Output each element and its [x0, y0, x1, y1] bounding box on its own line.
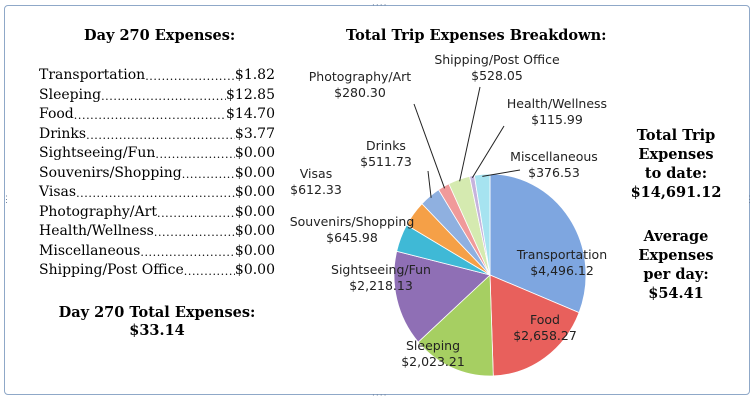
expense-row-label: Souvenirs/Shopping: [39, 164, 182, 181]
expense-row-value: $0.00: [234, 262, 275, 278]
slice-label-value: $2,658.27: [513, 328, 577, 343]
resize-handle-top[interactable]: ····: [372, 1, 388, 11]
daily-expenses-title: Day 270 Expenses:: [84, 27, 236, 44]
slice-label-value: $528.05: [471, 68, 523, 83]
daily-total-value: $33.14: [129, 322, 185, 339]
trip-total-value: $14,691.12: [630, 184, 722, 201]
slice-label-name: Shipping/Post Office: [434, 52, 560, 67]
resize-handle-bottom[interactable]: ····: [372, 391, 388, 401]
expense-row-value: $0.00: [234, 242, 275, 259]
expense-row-label: Sleeping: [39, 86, 102, 103]
slice-label-value: $645.98: [326, 230, 378, 245]
leader-line: [413, 103, 446, 189]
expense-row-label: Transportation: [39, 67, 146, 83]
slice-label-name: Souvenirs/Shopping: [290, 214, 415, 229]
leader-line: [482, 169, 521, 177]
average-label-2: Expenses: [638, 247, 714, 264]
expense-row-value: $14.70: [226, 106, 275, 122]
slice-label-name: Food: [530, 312, 560, 327]
leader-line: [427, 170, 432, 198]
expense-row-label: Sightseeing/Fun: [39, 145, 156, 161]
expense-row-label: Visas: [39, 184, 77, 200]
expense-row-value: $0.00: [234, 145, 275, 161]
expense-row: Drinks $3.77: [39, 124, 275, 142]
expense-row-value: $12.85: [226, 86, 275, 103]
leader-line: [471, 125, 505, 179]
expense-row: Shipping/Post Office $0.00: [39, 260, 275, 278]
leader-line: [459, 86, 481, 182]
expense-row: Sleeping $12.85: [39, 85, 275, 103]
slice-label-name: Photography/Art: [309, 69, 412, 84]
expense-row-label: Shipping/Post Office: [39, 262, 184, 278]
pie-slice-food: [489, 274, 580, 377]
expense-row: Visas $0.00: [39, 182, 275, 200]
slice-label-value: $280.30: [334, 85, 386, 100]
expense-row-value: $1.82: [234, 67, 275, 83]
pie-slice-transportation: [489, 173, 587, 314]
pie-slice-sleeping: [417, 274, 494, 377]
expense-row-value: $0.00: [234, 184, 275, 200]
expense-row-value: $0.00: [234, 223, 275, 239]
slice-label-name: Visas: [300, 166, 332, 181]
expense-row-label: Photography/Art: [39, 203, 157, 220]
slice-label-name: Health/Wellness: [507, 96, 607, 111]
pie-slice-sightseeing-fun: [393, 250, 491, 343]
average-value: $54.41: [648, 285, 704, 302]
trip-total-label-2: Expenses: [638, 146, 714, 163]
resize-handle-left[interactable]: ⋮: [2, 195, 12, 205]
expense-row: Souvenirs/Shopping $0.00: [39, 163, 275, 181]
chart-frame: [4, 5, 750, 395]
expense-row-value: $3.77: [234, 125, 275, 142]
expense-row: Health/Wellness $0.00: [39, 221, 275, 239]
slice-label-value: $115.99: [531, 112, 583, 127]
slice-label-value: $612.33: [290, 182, 342, 197]
trip-total-label-1: Total Trip: [636, 127, 716, 144]
slice-label-value: $511.73: [360, 154, 412, 169]
daily-total-label: Day 270 Total Expenses:: [58, 304, 256, 321]
expense-row-value: $0.00: [234, 203, 275, 220]
slice-label-name: Miscellaneous: [510, 149, 598, 164]
slice-label-name: Drinks: [366, 138, 406, 153]
trip-total-label-3: to date:: [644, 165, 708, 182]
expense-row: Miscellaneous $0.00: [39, 241, 275, 259]
average-label-1: Average: [643, 228, 709, 245]
slice-label-name: Sleeping: [406, 338, 460, 353]
slice-label-value: $4,496.12: [530, 263, 594, 278]
average-label-3: per day:: [643, 266, 709, 283]
slice-label-value: $2,218.13: [349, 278, 413, 293]
expense-row: Transportation $1.82: [39, 65, 275, 83]
expense-row: Sightseeing/Fun $0.00: [39, 143, 275, 161]
expense-row-label: Health/Wellness: [39, 223, 154, 239]
slice-label-name: Sightseeing/Fun: [331, 262, 431, 277]
slice-label-value: $376.53: [528, 165, 580, 180]
expense-row-value: $0.00: [234, 164, 275, 181]
expense-row-label: Food: [39, 106, 74, 122]
expense-row: Photography/Art $0.00: [39, 202, 275, 220]
expense-row: Food $14.70: [39, 104, 275, 122]
resize-handle-right[interactable]: ⋮: [745, 195, 755, 205]
expense-row-label: Drinks: [39, 125, 87, 142]
slice-label-value: $2,023.21: [401, 354, 465, 369]
chart-title: Total Trip Expenses Breakdown:: [346, 27, 607, 44]
expense-row-label: Miscellaneous: [39, 242, 141, 259]
slice-label-name: Transportation: [516, 247, 607, 262]
